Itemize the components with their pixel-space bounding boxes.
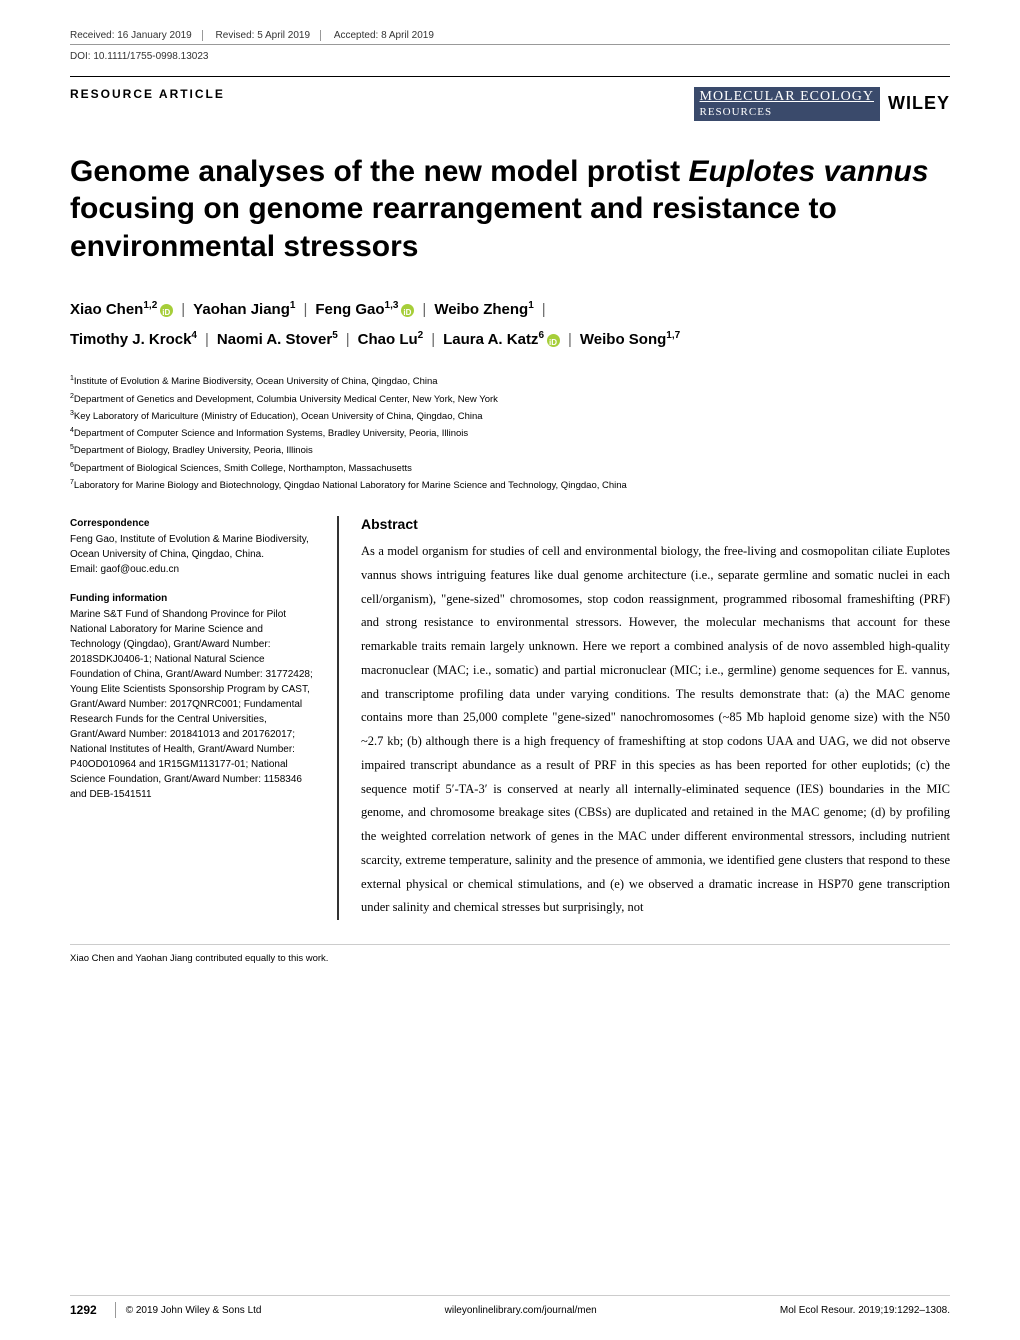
revised-date: Revised: 5 April 2019 [206,30,322,41]
correspondence-body: Feng Gao, Institute of Evolution & Marin… [70,532,315,562]
submission-dates: Received: 16 January 2019 Revised: 5 Apr… [70,30,950,45]
author-separator: | [534,301,554,318]
author-separator: | [197,331,217,348]
correspondence-head: Correspondence [70,516,315,531]
author-separator: | [414,301,434,318]
author-separator: | [173,301,193,318]
author: Laura A. Katz6 [443,331,544,348]
affiliation: 1Institute of Evolution & Marine Biodive… [70,373,950,390]
author: Xiao Chen1,2 [70,301,157,318]
header-row: RESOURCE ARTICLE MOLECULAR ECOLOGY RESOU… [70,76,950,121]
affiliation: 4Department of Computer Science and Info… [70,425,950,442]
copyright-text: © 2019 John Wiley & Sons Ltd [126,1305,262,1316]
funding-body: Marine S&T Fund of Shandong Province for… [70,607,315,802]
correspondence-block: Correspondence Feng Gao, Institute of Ev… [70,516,315,577]
journal-name-line1: MOLECULAR ECOLOGY [700,89,875,106]
funding-block: Funding information Marine S&T Fund of S… [70,591,315,802]
sidebar-info: Correspondence Feng Gao, Institute of Ev… [70,516,315,920]
author: Weibo Zheng1 [434,301,533,318]
author: Feng Gao1,3 [315,301,398,318]
title-part1: Genome analyses of the new model protist [70,155,688,188]
orcid-icon[interactable] [401,304,414,317]
abstract-head: Abstract [361,516,950,532]
footer-citation: Mol Ecol Resour. 2019;19:1292–1308. [780,1305,950,1316]
author-separator: | [560,331,580,348]
abstract-column: Abstract As a model organism for studies… [337,516,950,920]
abstract-body: As a model organism for studies of cell … [361,540,950,920]
author-separator: | [338,331,358,348]
received-date: Received: 16 January 2019 [70,30,203,41]
title-part2: focusing on genome rearrangement and res… [70,192,837,263]
author: Yaohan Jiang1 [193,301,295,318]
author-footnote: Xiao Chen and Yaohan Jiang contributed e… [70,944,950,964]
footer-left: 1292 © 2019 John Wiley & Sons Ltd [70,1302,261,1318]
orcid-icon[interactable] [547,334,560,347]
page-number: 1292 [70,1303,97,1317]
author: Chao Lu2 [358,331,424,348]
affiliation: 5Department of Biology, Bradley Universi… [70,442,950,459]
orcid-icon[interactable] [160,304,173,317]
author: Weibo Song1,7 [580,331,680,348]
article-type: RESOURCE ARTICLE [70,87,225,101]
correspondence-email: Email: gaof@ouc.edu.cn [70,562,315,577]
title-italic: Euplotes vannus [688,155,928,188]
publisher-logo: WILEY [888,93,950,114]
funding-head: Funding information [70,591,315,606]
author: Naomi A. Stover5 [217,331,338,348]
author-list: Xiao Chen1,2|Yaohan Jiang1|Feng Gao1,3|W… [70,295,950,355]
journal-brand: MOLECULAR ECOLOGY RESOURCES WILEY [694,87,951,121]
affiliation: 2Department of Genetics and Development,… [70,391,950,408]
journal-logo: MOLECULAR ECOLOGY RESOURCES [694,87,881,121]
affiliation: 7Laboratory for Marine Biology and Biote… [70,477,950,494]
author-separator: | [423,331,443,348]
article-title: Genome analyses of the new model protist… [70,153,950,266]
page-footer: 1292 © 2019 John Wiley & Sons Ltd wileyo… [70,1295,950,1318]
doi: DOI: 10.1111/1755-0998.13023 [70,45,950,76]
affiliation: 3Key Laboratory of Mariculture (Ministry… [70,408,950,425]
affiliation-list: 1Institute of Evolution & Marine Biodive… [70,373,950,494]
two-column-body: Correspondence Feng Gao, Institute of Ev… [70,516,950,920]
author-separator: | [295,301,315,318]
author: Timothy J. Krock4 [70,331,197,348]
accepted-date: Accepted: 8 April 2019 [324,30,444,41]
footer-divider-icon [115,1302,116,1318]
journal-name-line2: RESOURCES [700,106,875,119]
footer-url: wileyonlinelibrary.com/journal/men [445,1305,597,1316]
affiliation: 6Department of Biological Sciences, Smit… [70,460,950,477]
